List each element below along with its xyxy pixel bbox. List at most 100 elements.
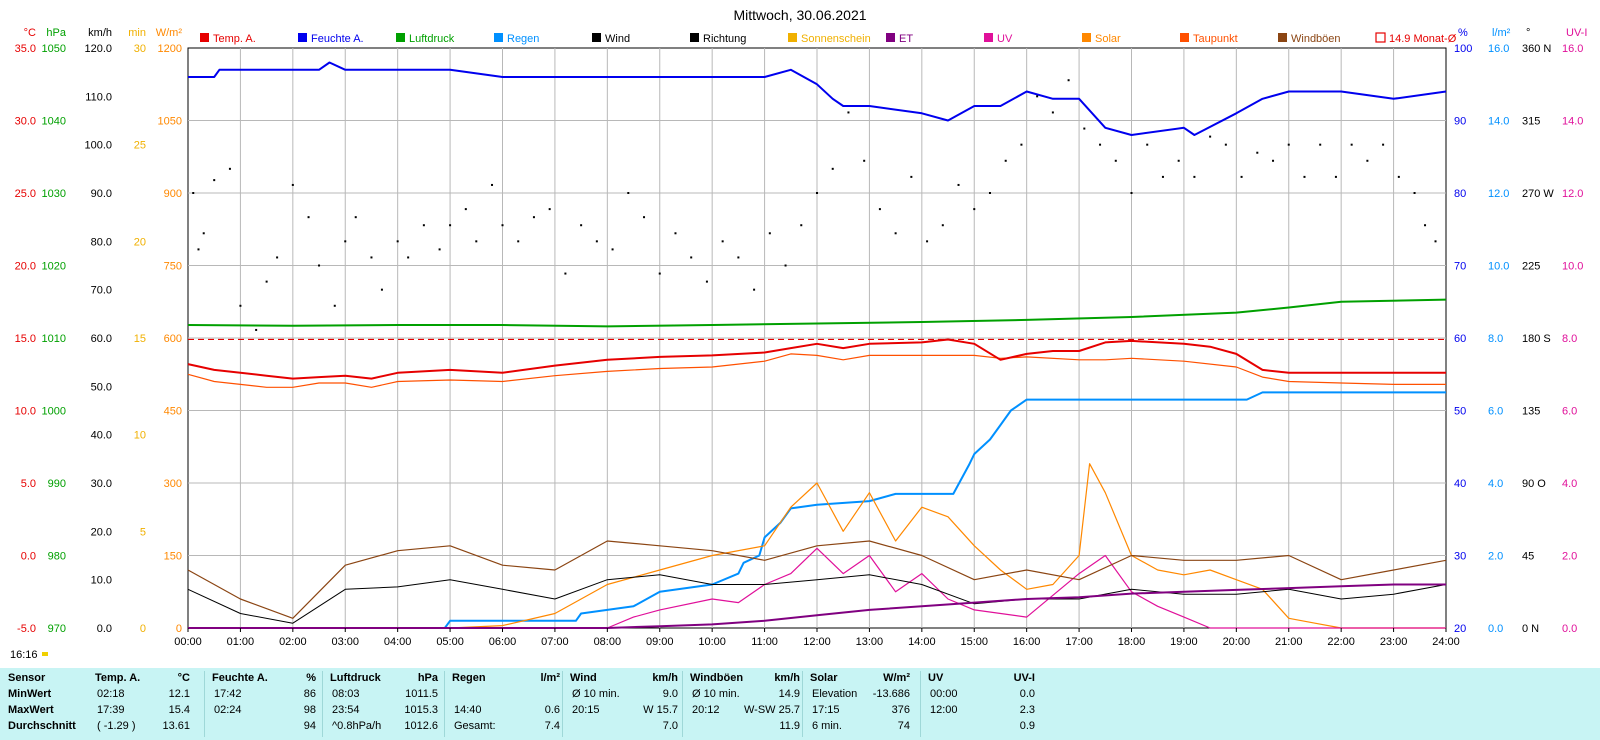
direction-point [475,240,478,243]
axis-tick-label: 10 [134,430,146,442]
direction-point [1083,127,1086,130]
direction-point [1350,143,1353,146]
axis-tick-label: 4.0 [1488,478,1503,490]
axis-tick-label: 225 [1522,261,1540,273]
axis-unit: ° [1526,27,1530,39]
direction-point [449,224,452,227]
axis-tick-label: 16.0 [1562,43,1583,55]
series-luftdruck [187,298,1447,328]
x-tick-label: 16:00 [1013,636,1041,648]
legend-label: ET [899,33,913,45]
stats-cell-value: 0.9 [1019,720,1035,732]
series-wind [187,574,1447,624]
stats-cell-value: 14.9 [778,688,800,700]
axis-tick-label: 50.0 [91,381,112,393]
axis-tick-label: 8.0 [1488,333,1503,345]
stats-header-name: Regen [452,672,486,684]
axis-tick-label: 120.0 [84,43,112,55]
direction-point [894,232,897,235]
direction-point [627,192,630,194]
stats-cell-value: 1015.3 [404,704,438,716]
stats-cell-value: 7.0 [662,720,678,732]
axis-tick-label: 1050 [158,116,182,128]
axis-tick-label: 1000 [42,406,66,418]
stats-cell-meta: 17:15 [812,704,840,716]
stats-cell-meta: 17:42 [214,688,242,700]
x-tick-label: 18:00 [1118,636,1146,648]
stats-separator [204,671,205,737]
direction-point [1272,159,1275,162]
stats-cell-value: -13.686 [872,688,910,700]
direction-point [192,192,195,194]
axis-tick-label: 5.0 [21,478,36,490]
stats-header-unit: UV-I [1013,672,1035,684]
stats-separator [322,671,323,737]
direction-point [1240,175,1243,178]
square-icon [396,33,405,42]
axis-tick-label: 5 [140,526,146,538]
axis-tick-label: 1200 [158,43,182,55]
direction-point [878,208,881,211]
direction-point [580,224,583,227]
x-tick-label: 08:00 [594,636,622,648]
current-time-marker [42,652,48,656]
stats-cell-meta: 6 min. [812,720,842,732]
axis-tick-label: 180 S [1522,333,1551,345]
stats-cell-meta: 20:15 [572,704,600,716]
axis-tick-label: 2.0 [1488,551,1503,563]
direction-point [464,208,467,211]
direction-point [1303,175,1306,178]
series-et [188,583,1446,629]
stats-cell-meta: ( -1.29 ) [97,720,136,732]
stats-cell-meta: Ø 10 min. [572,688,620,700]
direction-point [705,280,708,283]
stats-cell-value: 9.0 [662,688,678,700]
direction-point [532,216,535,219]
direction-point [380,288,383,291]
axis-tick-label: 10.0 [1488,261,1509,273]
stats-cell-meta: 08:03 [332,688,360,700]
axis-tick-label: 360 N [1522,43,1551,55]
stats-row-label: MinWert [8,688,52,700]
direction-point [595,240,598,243]
axis-tick-label: 750 [164,261,182,273]
stats-cell-meta: 02:18 [97,688,125,700]
legend-label: Temp. A. [213,33,256,45]
stats-cell-value: 376 [891,704,910,716]
outline-square-icon [1375,32,1386,43]
x-tick-label: 23:00 [1380,636,1408,648]
axis-tick-label: 1040 [42,116,66,128]
axis-tick-label: 0.0 [97,623,112,635]
square-icon [494,33,503,42]
direction-point [1146,143,1149,146]
axis-tick-label: 450 [164,406,182,418]
square-icon [1082,33,1091,42]
direction-point [228,167,231,170]
direction-point [1067,79,1070,82]
axis-tick-label: 90.0 [91,188,112,200]
axis-tick-label: 1030 [42,188,66,200]
axis-tick-label: 1010 [42,333,66,345]
direction-point [800,224,803,227]
direction-point [1434,240,1437,243]
axis-unit: km/h [88,27,112,39]
direction-point [501,224,504,227]
x-tick-label: 12:00 [803,636,831,648]
direction-point [643,216,646,219]
stats-cell-meta: 14:40 [454,704,482,716]
stats-cell-value: 74 [897,720,910,732]
x-tick-label: 04:00 [384,636,412,648]
axis-tick-label: 100.0 [84,140,112,152]
axis-tick-label: 20.0 [15,261,36,273]
axis-tick-label: 6.0 [1488,406,1503,418]
x-tick-label: 00:00 [174,636,202,648]
stats-cell-meta: 00:00 [930,688,958,700]
chart-title: Mittwoch, 30.06.2021 [733,7,866,23]
stats-cell-value: 11.9 [779,720,800,732]
axis-tick-label: 20 [1454,623,1466,635]
legend-label: UV [997,33,1013,45]
x-tick-label: 14:00 [908,636,936,648]
series-temp-a [187,338,1446,380]
stats-cell-value: W-SW 25.7 [743,704,800,716]
direction-point [370,256,373,259]
